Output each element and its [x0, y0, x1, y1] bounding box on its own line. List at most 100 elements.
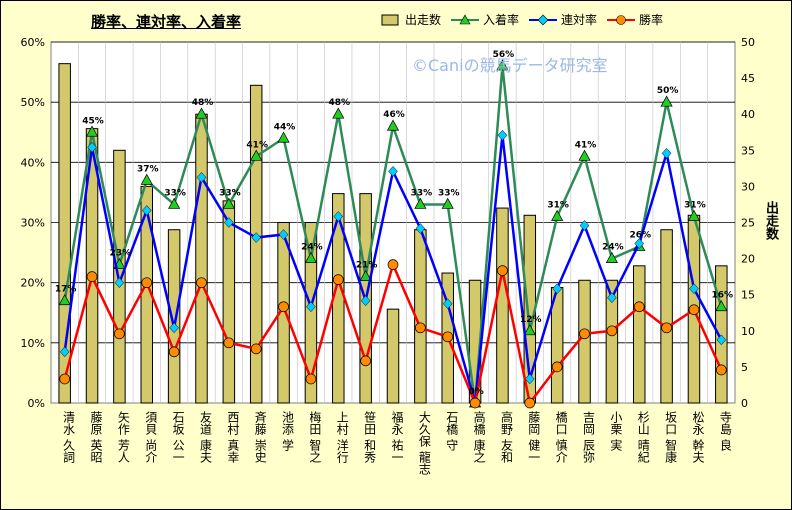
y-tick-label: 40% — [21, 156, 45, 169]
point-place — [441, 197, 454, 209]
legend-swatch-starts — [381, 14, 399, 25]
legend-swatch-place — [451, 13, 480, 24]
x-tick-label: 大久保 龍志 — [417, 411, 431, 475]
data-label: 26% — [629, 231, 651, 241]
y-tick-label: 30% — [21, 217, 45, 230]
x-tick-label: 斉藤 崇史 — [253, 410, 267, 463]
point-win — [305, 373, 317, 385]
bar-starts — [277, 222, 290, 404]
point-top2 — [579, 220, 590, 231]
x-tick-label: 友道 康夫 — [198, 411, 212, 464]
legend-swatch-win — [607, 14, 636, 25]
data-label: 17% — [55, 285, 77, 295]
point-place — [578, 149, 591, 161]
point-place — [605, 251, 618, 263]
legend-item-starts: 出走数 — [379, 11, 441, 28]
x-tick-label: 藤岡 健一 — [527, 411, 541, 463]
bar-starts — [632, 265, 646, 404]
y-tick-label: 50% — [21, 96, 45, 109]
x-tick-label: 小栗 実 — [609, 411, 623, 452]
x-tick-label: 高野 友和 — [499, 410, 513, 463]
point-top2 — [716, 334, 727, 346]
point-win — [661, 322, 672, 334]
point-top2 — [141, 205, 152, 216]
data-label: 21% — [356, 261, 378, 271]
point-win — [633, 301, 645, 313]
point-top2 — [196, 172, 207, 183]
y-tick-label: 10% — [21, 337, 45, 350]
point-place — [222, 197, 235, 209]
data-label: 46% — [383, 110, 405, 120]
point-place — [85, 125, 99, 137]
point-win — [114, 328, 125, 340]
data-label: 24% — [301, 243, 323, 253]
y2-tick-label: 40 — [741, 108, 755, 121]
data-label: 33% — [438, 188, 460, 198]
y2-tick-label: 30 — [741, 180, 755, 193]
x-tick-label: 福永 祐一 — [390, 410, 404, 463]
data-label: 41% — [246, 140, 268, 150]
point-win — [196, 277, 207, 289]
y2-tick-label: 10 — [741, 325, 755, 338]
point-win — [250, 343, 262, 355]
y2-tick-label: 25 — [741, 217, 755, 230]
bar-starts — [660, 229, 673, 404]
legend-label-top2: 連対率 — [561, 13, 598, 27]
data-label: 12% — [520, 315, 542, 325]
point-top2 — [114, 277, 125, 289]
x-tick-label: 杉山 晴紀 — [636, 411, 650, 463]
point-win — [59, 373, 71, 385]
point-win — [551, 361, 563, 373]
point-top2 — [415, 223, 426, 234]
data-label: 44% — [274, 122, 296, 132]
data-label: 41% — [575, 140, 597, 150]
y2-tick-label: 35 — [741, 144, 755, 157]
x-tick-label: 藤原 英昭 — [89, 411, 103, 463]
point-top2 — [607, 292, 617, 304]
point-top2 — [306, 301, 316, 313]
legend-label-starts: 出走数 — [405, 13, 442, 27]
bar-starts — [222, 200, 236, 404]
y-tick-label: 0% — [28, 397, 45, 410]
point-win — [442, 331, 454, 343]
data-label: 48% — [192, 98, 214, 108]
x-tick-label: 池添 学 — [281, 411, 295, 451]
data-label: 48% — [329, 98, 351, 108]
x-tick-label: 松永 幹夫 — [691, 411, 705, 464]
x-tick-label: 高橋 康之 — [472, 410, 486, 463]
point-place — [168, 197, 181, 209]
point-win — [497, 265, 508, 276]
x-tick-label: 西村 真幸 — [226, 411, 240, 463]
point-win — [524, 397, 536, 409]
point-top2 — [169, 322, 179, 334]
point-win — [579, 328, 590, 340]
point-win — [168, 346, 180, 358]
point-place — [359, 269, 372, 281]
point-top2 — [87, 141, 97, 153]
data-label: 23% — [110, 249, 132, 259]
point-win — [332, 274, 344, 286]
y2-tick-label: 15 — [741, 289, 755, 302]
x-tick-label: 須貝 尚介 — [144, 411, 158, 463]
point-top2 — [333, 211, 344, 222]
point-place — [551, 209, 564, 221]
y-tick-label: 60% — [21, 36, 45, 49]
point-top2 — [59, 346, 70, 358]
data-label: 0% — [468, 387, 483, 397]
data-label: 31% — [684, 200, 706, 210]
legend-item-top2: 連対率 — [529, 11, 597, 28]
point-top2 — [442, 298, 453, 310]
x-tick-label: 矢作 芳人 — [116, 411, 130, 463]
x-tick-label: 石坂 公一 — [171, 411, 185, 463]
point-win — [688, 304, 700, 316]
point-place — [660, 95, 673, 107]
point-place — [332, 107, 345, 119]
legend-swatch-top2 — [529, 14, 558, 25]
point-win — [223, 337, 235, 349]
x-tick-label: 寺島 良 — [718, 411, 732, 452]
point-win — [606, 325, 618, 337]
x-tick-label: 石橋 守 — [445, 411, 459, 451]
point-place — [523, 324, 536, 336]
y-tick-label: 20% — [21, 277, 45, 290]
